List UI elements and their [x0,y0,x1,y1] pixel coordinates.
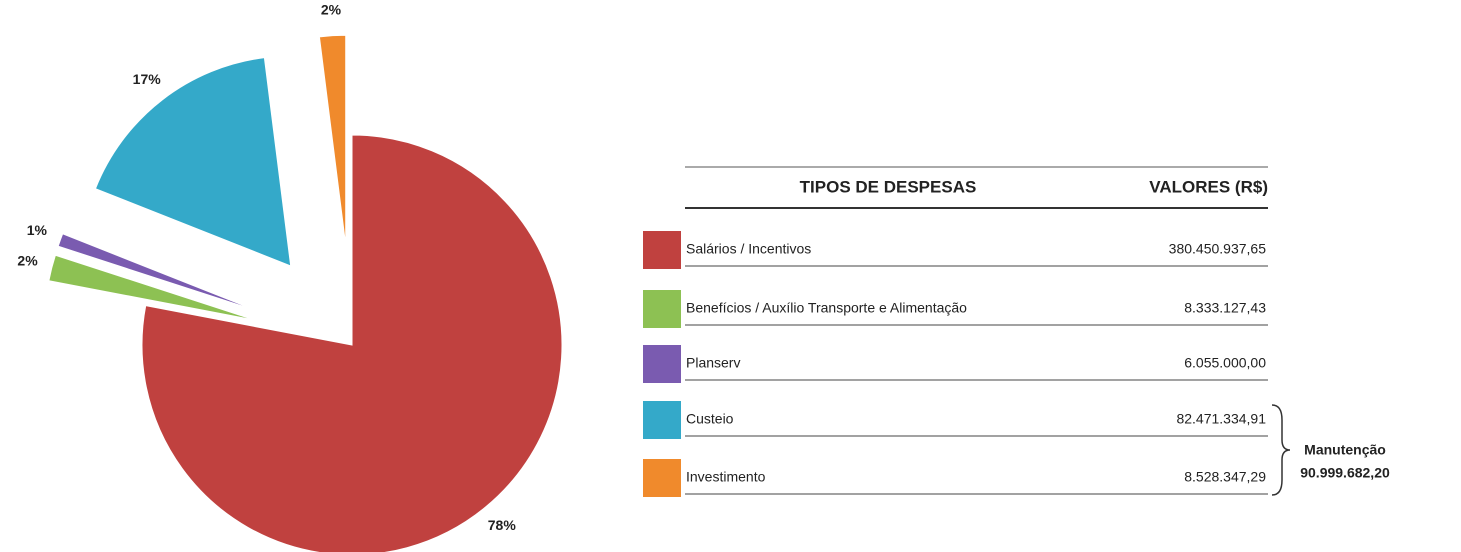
legend-swatch [643,231,681,269]
legend-swatch [643,290,681,328]
pie-slice [318,34,347,246]
table-amount: 6.055.000,00 [1184,355,1266,371]
annotation-label: Manutenção [1304,442,1386,458]
slice-label: 17% [133,71,162,87]
slice-label: 2% [321,1,342,17]
legend-swatch [643,459,681,497]
slice-label: 1% [27,222,48,238]
legend-swatch [643,401,681,439]
pie-slice [48,254,256,321]
table-header: TIPOS DE DESPESAS [800,177,977,196]
legend-label: Planserv [686,355,740,371]
legend-label: Custeio [686,411,734,427]
pie-slice [94,57,292,267]
legend-label: Benefícios / Auxílio Transporte e Alimen… [686,300,967,316]
table-amount: 8.333.127,43 [1184,300,1266,316]
pie-slice [57,233,259,312]
legend-swatch [643,345,681,383]
table-amount: 82.471.334,91 [1176,411,1266,427]
table-amount: 8.528.347,29 [1184,469,1266,485]
annotation-value: 90.999.682,20 [1300,465,1390,481]
legend-label: Salários / Incentivos [686,241,811,257]
bracket [1271,404,1291,496]
slice-label: 2% [17,252,38,268]
table-amount: 380.450.937,65 [1169,241,1267,257]
pie-slice [141,134,563,552]
table-header: VALORES (R$) [1149,177,1268,196]
legend-label: Investimento [686,469,766,485]
slice-label: 78% [488,517,517,533]
